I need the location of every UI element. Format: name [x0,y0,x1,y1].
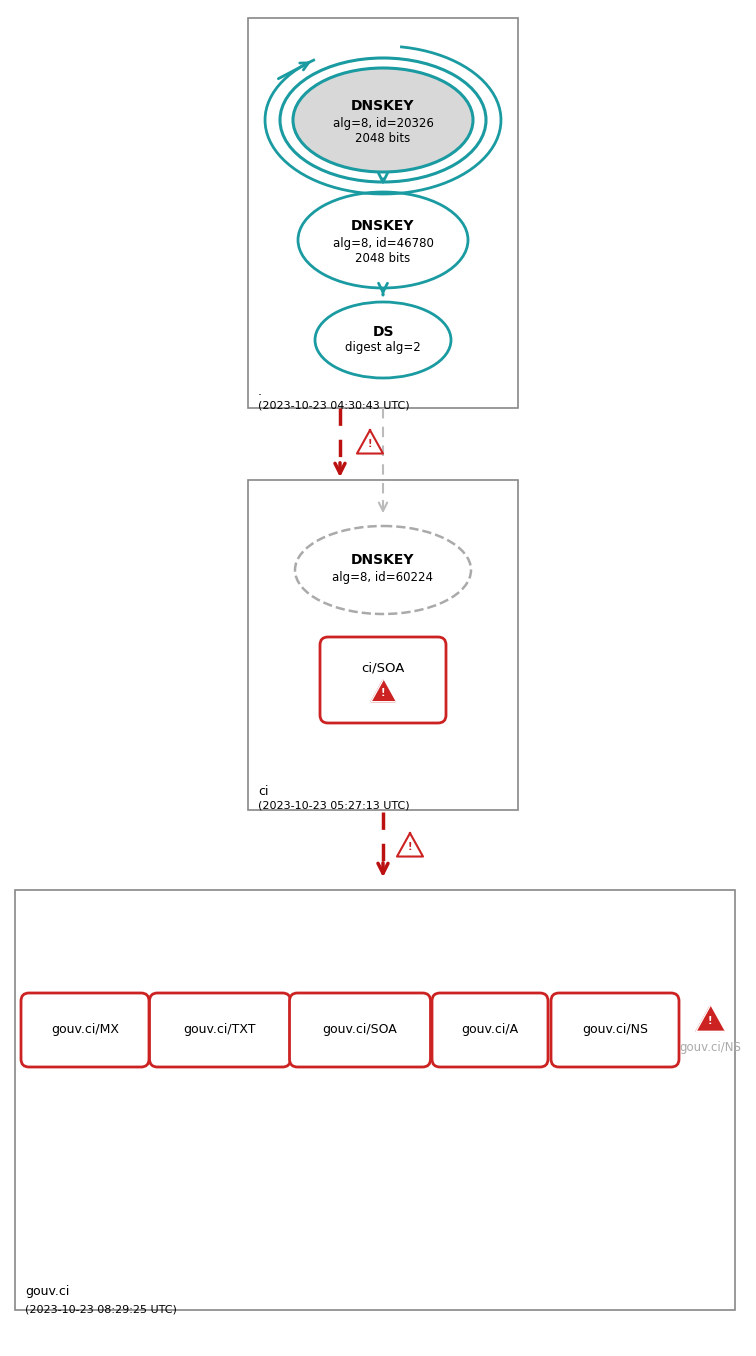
FancyBboxPatch shape [432,993,548,1067]
FancyBboxPatch shape [290,993,430,1067]
Text: 2048 bits: 2048 bits [355,132,411,145]
Text: digest alg=2: digest alg=2 [345,342,421,354]
Text: 2048 bits: 2048 bits [355,251,411,264]
Polygon shape [357,430,383,453]
Text: DS: DS [372,325,394,339]
FancyBboxPatch shape [551,993,679,1067]
FancyBboxPatch shape [150,993,290,1067]
Text: DNSKEY: DNSKEY [352,553,415,567]
Polygon shape [696,1006,724,1032]
Text: .: . [258,385,262,399]
Text: (2023-10-23 04:30:43 UTC): (2023-10-23 04:30:43 UTC) [258,400,410,410]
Text: !: ! [708,1016,712,1026]
Text: (2023-10-23 05:27:13 UTC): (2023-10-23 05:27:13 UTC) [258,800,410,810]
Ellipse shape [293,68,473,172]
Text: gouv.ci/SOA: gouv.ci/SOA [323,1024,398,1036]
Text: (2023-10-23 08:29:25 UTC): (2023-10-23 08:29:25 UTC) [25,1304,177,1315]
Text: DNSKEY: DNSKEY [352,220,415,233]
Text: !: ! [407,842,412,852]
Text: ci/SOA: ci/SOA [361,662,404,674]
Polygon shape [371,681,395,701]
Bar [15,890,735,1310]
Ellipse shape [298,193,468,287]
Bar [248,480,518,810]
Text: gouv.ci: gouv.ci [25,1285,70,1298]
Text: gouv.ci/MX: gouv.ci/MX [51,1024,119,1036]
Ellipse shape [295,526,471,614]
Bar [248,18,518,408]
Text: gouv.ci/TXT: gouv.ci/TXT [184,1024,256,1036]
Ellipse shape [315,302,451,378]
Text: DNSKEY: DNSKEY [352,99,415,113]
Text: alg=8, id=46780: alg=8, id=46780 [333,236,433,250]
Text: ci: ci [258,785,268,797]
FancyBboxPatch shape [320,637,446,723]
Text: alg=8, id=20326: alg=8, id=20326 [333,117,433,130]
Text: alg=8, id=60224: alg=8, id=60224 [333,571,433,584]
Ellipse shape [280,58,486,182]
Text: gouv.ci/NS: gouv.ci/NS [679,1041,741,1055]
Polygon shape [397,833,423,857]
FancyBboxPatch shape [21,993,149,1067]
Text: gouv.ci/A: gouv.ci/A [461,1024,519,1036]
Text: gouv.ci/NS: gouv.ci/NS [582,1024,648,1036]
Text: !: ! [381,687,386,698]
Text: !: ! [367,439,372,449]
